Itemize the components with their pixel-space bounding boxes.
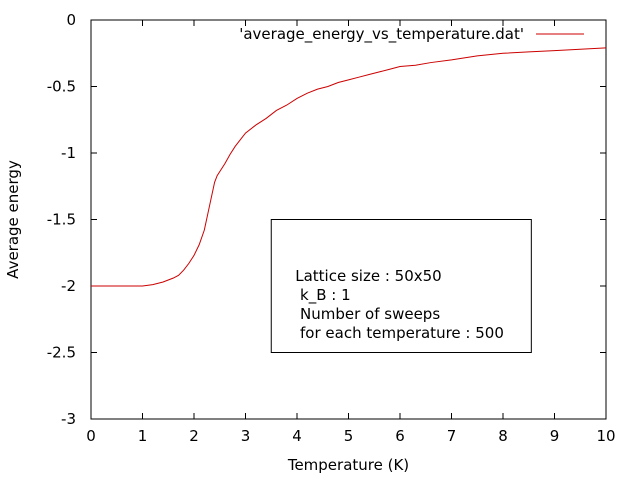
legend-label: 'average_energy_vs_temperature.dat'	[239, 25, 524, 44]
annotation-frame	[270, 219, 532, 353]
y-tick-label: -1	[61, 144, 76, 162]
x-tick-label: 2	[189, 427, 199, 445]
annotation-line-each-temperature: for each temperature : 500	[295, 324, 504, 342]
annotation-box: Lattice size : 50x50 k_B : 1 Number of s…	[270, 219, 532, 353]
legend: 'average_energy_vs_temperature.dat'	[239, 25, 584, 44]
y-tick-label: 0	[66, 11, 76, 29]
y-tick-label: -3	[61, 410, 76, 428]
annotation-line-lattice-size: Lattice size : 50x50	[295, 267, 441, 285]
x-axis-label: Temperature (K)	[287, 456, 409, 474]
y-tick-label: -0.5	[47, 78, 76, 96]
x-tick-label: 1	[138, 427, 148, 445]
x-tick-label: 9	[550, 427, 560, 445]
annotation-line-sweeps: Number of sweeps	[295, 305, 440, 323]
x-tick-label: 6	[395, 427, 405, 445]
x-tick-label: 0	[86, 427, 96, 445]
y-tick-label: -1.5	[47, 211, 76, 229]
annotation-line-kb: k_B : 1	[295, 286, 350, 305]
x-tick-label: 8	[498, 427, 508, 445]
y-axis-label: Average energy	[4, 160, 22, 279]
tick-labels: 0 1 2 3 4 5 6 7 8 9 10 0 -0.5 -1 -1.5 -2 -2.5 -3	[47, 11, 616, 445]
series-line	[91, 47, 607, 287]
x-tick-label: 7	[447, 427, 457, 445]
x-tick-label: 3	[241, 427, 251, 445]
x-tick-label: 10	[596, 427, 615, 445]
x-tick-label: 4	[292, 427, 302, 445]
y-tick-label: -2.5	[47, 344, 76, 362]
x-tick-label: 5	[344, 427, 354, 445]
y-tick-label: -2	[61, 277, 76, 295]
axis-ticks	[90, 19, 607, 420]
